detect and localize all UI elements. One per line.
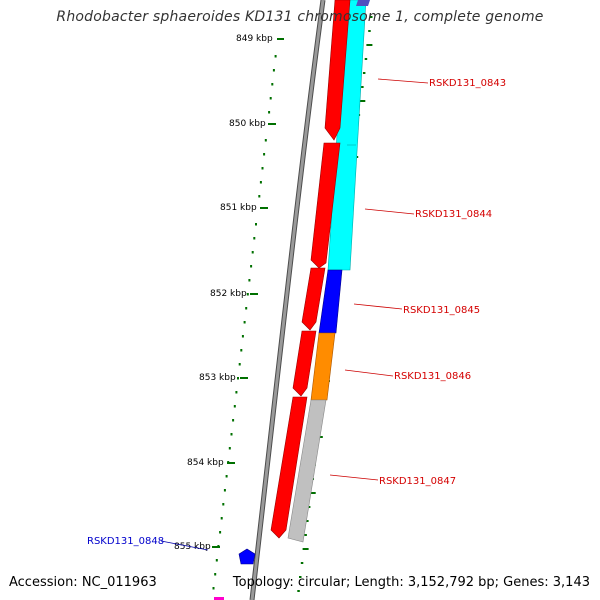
track-dot bbox=[246, 293, 249, 296]
track-dot bbox=[241, 335, 244, 338]
leader-line bbox=[353, 303, 403, 310]
track-dot bbox=[359, 100, 366, 102]
gene-labels: RSKD131_0843 RSKD131_0844 RSKD131_0845 R… bbox=[87, 78, 506, 551]
track-dot bbox=[297, 590, 300, 592]
tick-label: 854 kbp bbox=[187, 458, 224, 468]
track-dot bbox=[299, 576, 302, 578]
track-dot bbox=[261, 167, 264, 170]
track-dot bbox=[364, 58, 368, 60]
track-dot bbox=[362, 72, 366, 74]
track-dot bbox=[237, 377, 239, 380]
track-dot bbox=[255, 223, 257, 226]
track-dot bbox=[228, 447, 231, 450]
tick-label: 853 kbp bbox=[199, 373, 236, 383]
track-dot bbox=[258, 195, 261, 198]
track-dot bbox=[268, 111, 271, 114]
track-dot bbox=[223, 489, 226, 492]
leader-line bbox=[344, 369, 394, 377]
track-dot bbox=[243, 321, 246, 324]
track-dot bbox=[222, 503, 225, 506]
track-dot bbox=[274, 55, 277, 58]
blue-feature bbox=[318, 269, 343, 334]
track-dot bbox=[300, 562, 304, 564]
cds-track bbox=[270, 0, 351, 539]
gene-label: RSKD131_0845 bbox=[403, 305, 480, 316]
magenta-fragment bbox=[214, 597, 224, 600]
gene-label: RSKD131_0847 bbox=[379, 476, 456, 487]
track-dot bbox=[214, 573, 217, 576]
leader-line bbox=[377, 78, 429, 84]
blue-marker bbox=[238, 548, 256, 565]
orange-feature bbox=[310, 332, 336, 401]
gene-label: RSKD131_0843 bbox=[429, 78, 506, 89]
track-dot bbox=[302, 548, 309, 550]
tick-label: 852 kbp bbox=[210, 289, 247, 299]
track-dot bbox=[269, 97, 272, 100]
feature-track bbox=[287, 0, 370, 543]
track-dot bbox=[232, 419, 235, 422]
accession-text: Accession: NC_011963 bbox=[9, 575, 157, 590]
track-dot bbox=[250, 265, 253, 268]
leader-line bbox=[329, 474, 379, 481]
chromosome-backbone bbox=[249, 0, 326, 600]
track-dot bbox=[225, 475, 228, 478]
gene-label: RSKD131_0846 bbox=[394, 371, 471, 382]
cds-arrow bbox=[292, 330, 317, 397]
track-dot bbox=[272, 69, 275, 72]
tick-label: 850 kbp bbox=[229, 119, 266, 129]
track-dot bbox=[361, 86, 364, 88]
track-dot bbox=[366, 44, 373, 46]
track-dot bbox=[233, 405, 236, 408]
track-dot bbox=[259, 181, 262, 184]
track-dot bbox=[309, 492, 316, 494]
purple-feature bbox=[356, 0, 370, 6]
leader-line bbox=[364, 208, 415, 215]
track-dot bbox=[368, 30, 371, 32]
tick-label: 849 kbp bbox=[236, 34, 273, 44]
track-dot bbox=[264, 139, 267, 142]
track-dot bbox=[215, 559, 218, 562]
track-dot bbox=[235, 391, 238, 394]
track-dot bbox=[240, 349, 243, 352]
track-dot bbox=[220, 517, 223, 520]
track-dot bbox=[238, 363, 241, 366]
genome-summary-text: Topology: circular; Length: 3,152,792 bp… bbox=[232, 575, 590, 590]
track-dot bbox=[245, 307, 248, 310]
track-dot bbox=[370, 16, 373, 18]
track-dot bbox=[263, 153, 266, 156]
page-title: Rhodobacter sphaeroides KD131 chromosome… bbox=[56, 9, 544, 25]
gray-feature bbox=[287, 399, 327, 543]
tick-label: 851 kbp bbox=[220, 203, 257, 213]
track-dot bbox=[251, 251, 254, 254]
gene-label: RSKD131_0848 bbox=[87, 536, 164, 547]
track-dot bbox=[248, 279, 251, 282]
leader-line bbox=[160, 540, 209, 551]
track-dot bbox=[212, 587, 215, 590]
cds-arrow bbox=[310, 142, 341, 269]
track-dot bbox=[253, 237, 256, 240]
cds-arrow bbox=[270, 396, 308, 539]
cds-arrow bbox=[301, 267, 326, 331]
track-dot bbox=[230, 433, 233, 436]
gene-label: RSKD131_0844 bbox=[415, 209, 492, 220]
tick-track bbox=[212, 55, 277, 590]
cds-arrow bbox=[324, 0, 351, 141]
track-dot bbox=[304, 534, 307, 536]
track-dot bbox=[306, 520, 309, 522]
track-dot bbox=[271, 83, 274, 86]
track-dot bbox=[219, 531, 222, 534]
track-dot bbox=[307, 506, 311, 508]
